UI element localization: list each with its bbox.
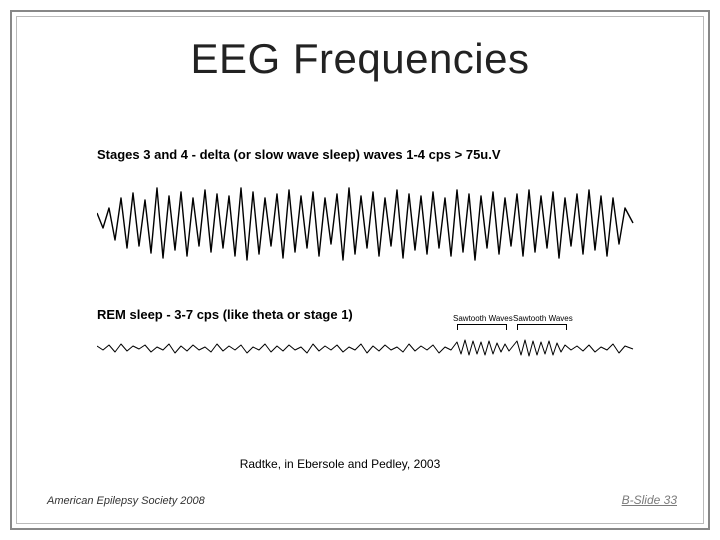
rem-wave-container: Sawtooth WavesSawtooth Waves <box>97 328 623 368</box>
delta-wave-section: Stages 3 and 4 - delta (or slow wave sle… <box>97 147 623 278</box>
sawtooth-label: Sawtooth Waves <box>513 314 573 323</box>
sawtooth-bracket <box>457 324 507 330</box>
inner-frame: EEG Frequencies Stages 3 and 4 - delta (… <box>16 16 704 524</box>
rem-wave-trace <box>97 328 637 368</box>
footer-left-text: American Epilepsy Society 2008 <box>47 495 205 507</box>
rem-wave-section: REM sleep - 3-7 cps (like theta or stage… <box>97 307 623 368</box>
delta-wave-label: Stages 3 and 4 - delta (or slow wave sle… <box>97 147 623 162</box>
slide-title: EEG Frequencies <box>17 35 703 83</box>
delta-wave-trace <box>97 168 637 278</box>
eeg-figure: Stages 3 and 4 - delta (or slow wave sle… <box>97 147 623 407</box>
sawtooth-label: Sawtooth Waves <box>453 314 513 323</box>
sawtooth-bracket <box>517 324 567 330</box>
footer-right-text: B-Slide 33 <box>622 493 677 507</box>
citation-text: Radtke, in Ebersole and Pedley, 2003 <box>17 457 663 471</box>
outer-frame: EEG Frequencies Stages 3 and 4 - delta (… <box>10 10 710 530</box>
